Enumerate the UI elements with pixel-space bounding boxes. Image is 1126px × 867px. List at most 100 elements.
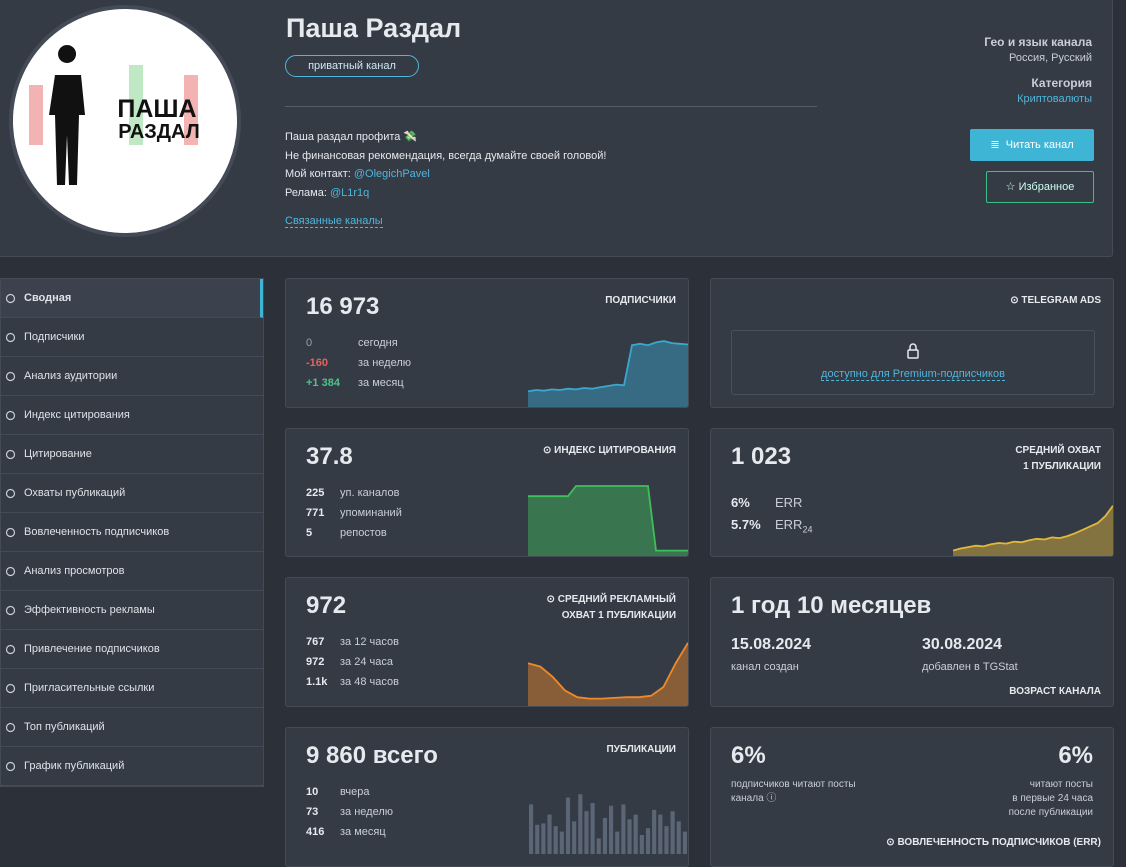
card-label-text: ПУБЛИКАЦИИ (606, 744, 676, 755)
menu-item[interactable]: Привлечение подписчиков (1, 630, 263, 669)
menu-item[interactable]: Сводная (1, 279, 263, 318)
card-label-text: ИНДЕКС ЦИТИРОВАНИЯ (554, 445, 676, 456)
err24-line: читают посты (1029, 779, 1093, 790)
menu-icon (5, 761, 16, 772)
spark-bar (682, 831, 687, 854)
menu-text[interactable]: Анализ просмотров (24, 565, 125, 577)
menu-icon (5, 605, 16, 616)
menu-text[interactable]: Анализ аудитории (24, 370, 118, 382)
card-label: ⊙ ИНДЕКС ЦИТИРОВАНИЯ (543, 443, 676, 459)
menu-item[interactable]: Охваты публикаций (1, 474, 263, 513)
menu-text[interactable]: Привлечение подписчиков (24, 643, 160, 655)
menu-item[interactable]: Анализ аудитории (1, 357, 263, 396)
stat-text: за неделю (340, 806, 394, 818)
menu-item[interactable]: Пригласительные ссылки (1, 669, 263, 708)
menu-icon-shape (5, 683, 16, 694)
menu-text[interactable]: Пригласительные ссылки (24, 682, 155, 694)
spark-area (528, 486, 688, 556)
created-date: 15.08.2024 (731, 636, 812, 653)
stat-row: 6% ERR (731, 495, 802, 510)
sparkline (953, 505, 1113, 556)
menu-item[interactable]: Цитирование (1, 435, 263, 474)
menu-text[interactable]: Вовлеченность подписчиков (24, 526, 170, 538)
menu-icon (5, 410, 16, 421)
card-label-line: ⊙ СРЕДНИЙ РЕКЛАМНЫЙ (546, 594, 676, 605)
description-link[interactable]: @L1r1q (329, 186, 370, 199)
stat-text: уп. каналов (340, 487, 400, 499)
spark-bar (664, 826, 669, 854)
stat-text: за 48 часов (340, 676, 399, 688)
err-text-1: подписчиков читают посты канала (731, 779, 856, 804)
card-label-text: СРЕДНИЙ ОХВАТ (1015, 445, 1101, 456)
stat-number: 5.7% (731, 517, 761, 532)
spark-bar (602, 818, 607, 854)
divider (285, 106, 817, 107)
related-link[interactable]: Связанные каналы (285, 215, 383, 228)
menu-item[interactable]: Подписчики (1, 318, 263, 357)
spark-bar (578, 794, 583, 854)
category[interactable]: Криптовалюты (1017, 93, 1092, 105)
avatar-text: РАЗДАЛ (118, 121, 200, 143)
read-button-text[interactable]: Читать канал (1005, 139, 1074, 151)
menu-icon-shape (5, 332, 16, 343)
menu-icon-shape (5, 410, 16, 421)
description-line: Не финансовая рекомендация, всегда думай… (285, 147, 606, 166)
stat-text: за 24 часа (340, 656, 393, 668)
adreach-card: 972 ⊙ СРЕДНИЙ РЕКЛАМНЫЙ ОХВАТ 1 ПУБЛИКАЦИИ… (285, 577, 689, 707)
menu-text[interactable]: Цитирование (24, 448, 92, 460)
spark-bar (645, 828, 651, 854)
fav-button-text[interactable]: Избранное (1018, 181, 1075, 193)
spark-area (528, 341, 688, 407)
avatar: ПАША РАЗДАЛ (9, 5, 241, 237)
menu-item[interactable]: Анализ просмотров (1, 552, 263, 591)
sparkline (528, 485, 688, 556)
stat-row: 416 за месяц (306, 826, 386, 838)
card-label: ПУБЛИКАЦИИ (606, 742, 676, 758)
card-label: СРЕДНИЙ ОХВАТ 1 ПУБЛИКАЦИИ (1015, 443, 1101, 475)
related-link-text[interactable]: Связанные каналы (285, 215, 383, 227)
menu-text[interactable]: График публикаций (24, 760, 125, 772)
stat-number: 5 (306, 527, 313, 539)
read-button[interactable]: ≣ Читать канал (970, 129, 1094, 161)
stat-text: за 12 часов (340, 636, 399, 648)
stat-number: -160 (306, 357, 329, 369)
description-link[interactable]: @OlegichPavel (353, 168, 430, 180)
spark-bar (633, 814, 638, 854)
spark-area (528, 642, 688, 706)
stat-text: репостов (340, 527, 387, 539)
menu-item[interactable]: График публикаций (1, 747, 263, 786)
spark-line (528, 642, 688, 700)
spark-bar (639, 835, 644, 854)
menu-text[interactable]: Индекс цитирования (24, 409, 130, 421)
spark-bar (565, 797, 571, 854)
spark-bar (541, 823, 546, 854)
menu-text[interactable]: Топ публикаций (24, 721, 105, 733)
card-label-text: СРЕДНИЙ РЕКЛАМНЫЙ (557, 594, 676, 605)
meta: Гео и язык канала Россия, Русский Катего… (984, 34, 1092, 107)
menu-item[interactable]: Индекс цитирования (1, 396, 263, 435)
description-text: Паша раздал профита 💸 (285, 131, 418, 143)
fav-button[interactable]: ☆ Избранное (986, 171, 1094, 203)
spark-bar (658, 814, 663, 854)
menu-text[interactable]: Охваты публикаций (24, 487, 126, 499)
stat-text: сегодня (358, 337, 398, 349)
spark-bar (652, 809, 657, 854)
menu-text[interactable]: Эффективность рекламы (24, 604, 155, 616)
menu-text[interactable]: Сводная (24, 292, 72, 304)
menu-item[interactable]: Топ публикаций (1, 708, 263, 747)
badge[interactable]: приватный канал (285, 55, 419, 77)
category-label: Категория (1031, 76, 1092, 90)
stat-subscript: 24 (802, 524, 813, 535)
menu-item[interactable]: Вовлеченность подписчиков (1, 513, 263, 552)
err-text: подписчиков читают посты канала ⓘ (731, 779, 856, 804)
spark-area (953, 505, 1113, 556)
menu-text[interactable]: Подписчики (24, 331, 85, 343)
stat-row: 5.7% ERR24 (731, 517, 812, 535)
menu-icon (5, 566, 16, 577)
channel-title: Паша Раздал (286, 13, 462, 43)
stat-text: за месяц (358, 377, 404, 389)
menu-item[interactable]: Эффективность рекламы (1, 591, 263, 630)
premium-link[interactable]: доступно для Premium-подписчиков (821, 368, 1005, 381)
err-card: 6% подписчиков читают посты канала ⓘ 6% … (710, 727, 1114, 867)
menu-icon-shape (5, 293, 16, 304)
